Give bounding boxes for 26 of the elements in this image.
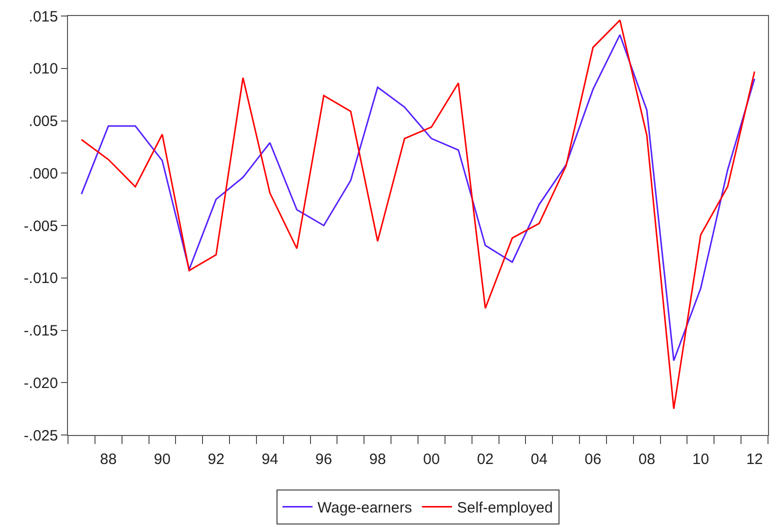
x-tick-label: 90: [154, 451, 171, 468]
y-tick-label: -.020: [24, 374, 58, 392]
x-tick-label: 06: [584, 451, 602, 468]
y-tick-label: .015: [28, 8, 58, 26]
x-tick-label: 02: [476, 451, 494, 468]
line-series: [80, 19, 756, 410]
y-tick-label: .005: [28, 113, 58, 130]
x-tick-label: 10: [692, 451, 710, 468]
y-tick-label: .010: [28, 60, 58, 78]
legend-label: Self-employed: [456, 500, 553, 517]
x-tick-label: 92: [208, 451, 224, 468]
x-tick-label: 04: [530, 451, 548, 468]
y-tick-label: -.015: [24, 322, 58, 340]
x-tick-label: 88: [100, 451, 117, 468]
x-tick-label: 98: [369, 451, 386, 468]
line-series: [80, 34, 756, 362]
x-tick-label: 96: [315, 451, 332, 468]
x-tick-label: 00: [423, 451, 440, 468]
legend-label: Wage-earners: [318, 500, 412, 517]
x-tick-label: 12: [746, 451, 763, 468]
y-tick-label: .000: [28, 165, 58, 182]
x-tick-label: 08: [638, 451, 656, 468]
y-tick-label: -.010: [24, 270, 58, 288]
y-tick-label: -.025: [24, 427, 58, 444]
y-tick-label: -.005: [24, 218, 58, 235]
x-tick-label: 94: [262, 451, 278, 468]
